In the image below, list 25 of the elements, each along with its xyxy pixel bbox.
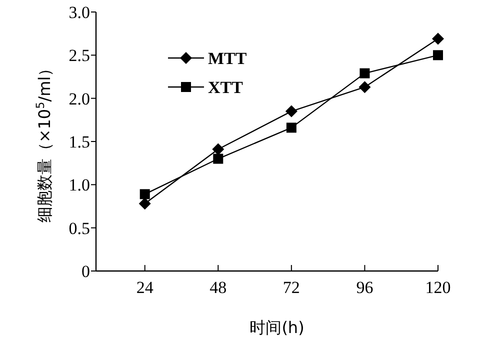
point [140, 189, 150, 200]
point [360, 68, 370, 78]
point [358, 81, 371, 94]
x-tick-label: 24 [136, 278, 154, 297]
point [138, 198, 151, 210]
x-axis-title: 时间(h) [250, 318, 304, 337]
point [286, 122, 296, 133]
x-tick-label: 72 [282, 278, 300, 297]
point [213, 154, 224, 164]
y-tick-label: 1.0 [68, 176, 90, 195]
y-tick-label: 0.5 [68, 218, 90, 238]
legend-label: XTT [208, 78, 244, 97]
y-tick-label: 0 [82, 262, 90, 281]
y-tick-label: 1.5 [68, 132, 90, 152]
point [433, 50, 443, 60]
legend-label: MTT [208, 49, 248, 68]
x-tick-label: 120 [425, 278, 451, 297]
x-tick-label: 48 [210, 278, 227, 297]
point [285, 105, 298, 118]
point [212, 143, 224, 156]
y-tick-label: 2.0 [68, 89, 90, 108]
point [432, 32, 444, 45]
x-tick-label: 96 [356, 278, 374, 297]
y-tick-label: 3.0 [68, 3, 90, 22]
y-tick-label: 2.5 [68, 46, 90, 66]
